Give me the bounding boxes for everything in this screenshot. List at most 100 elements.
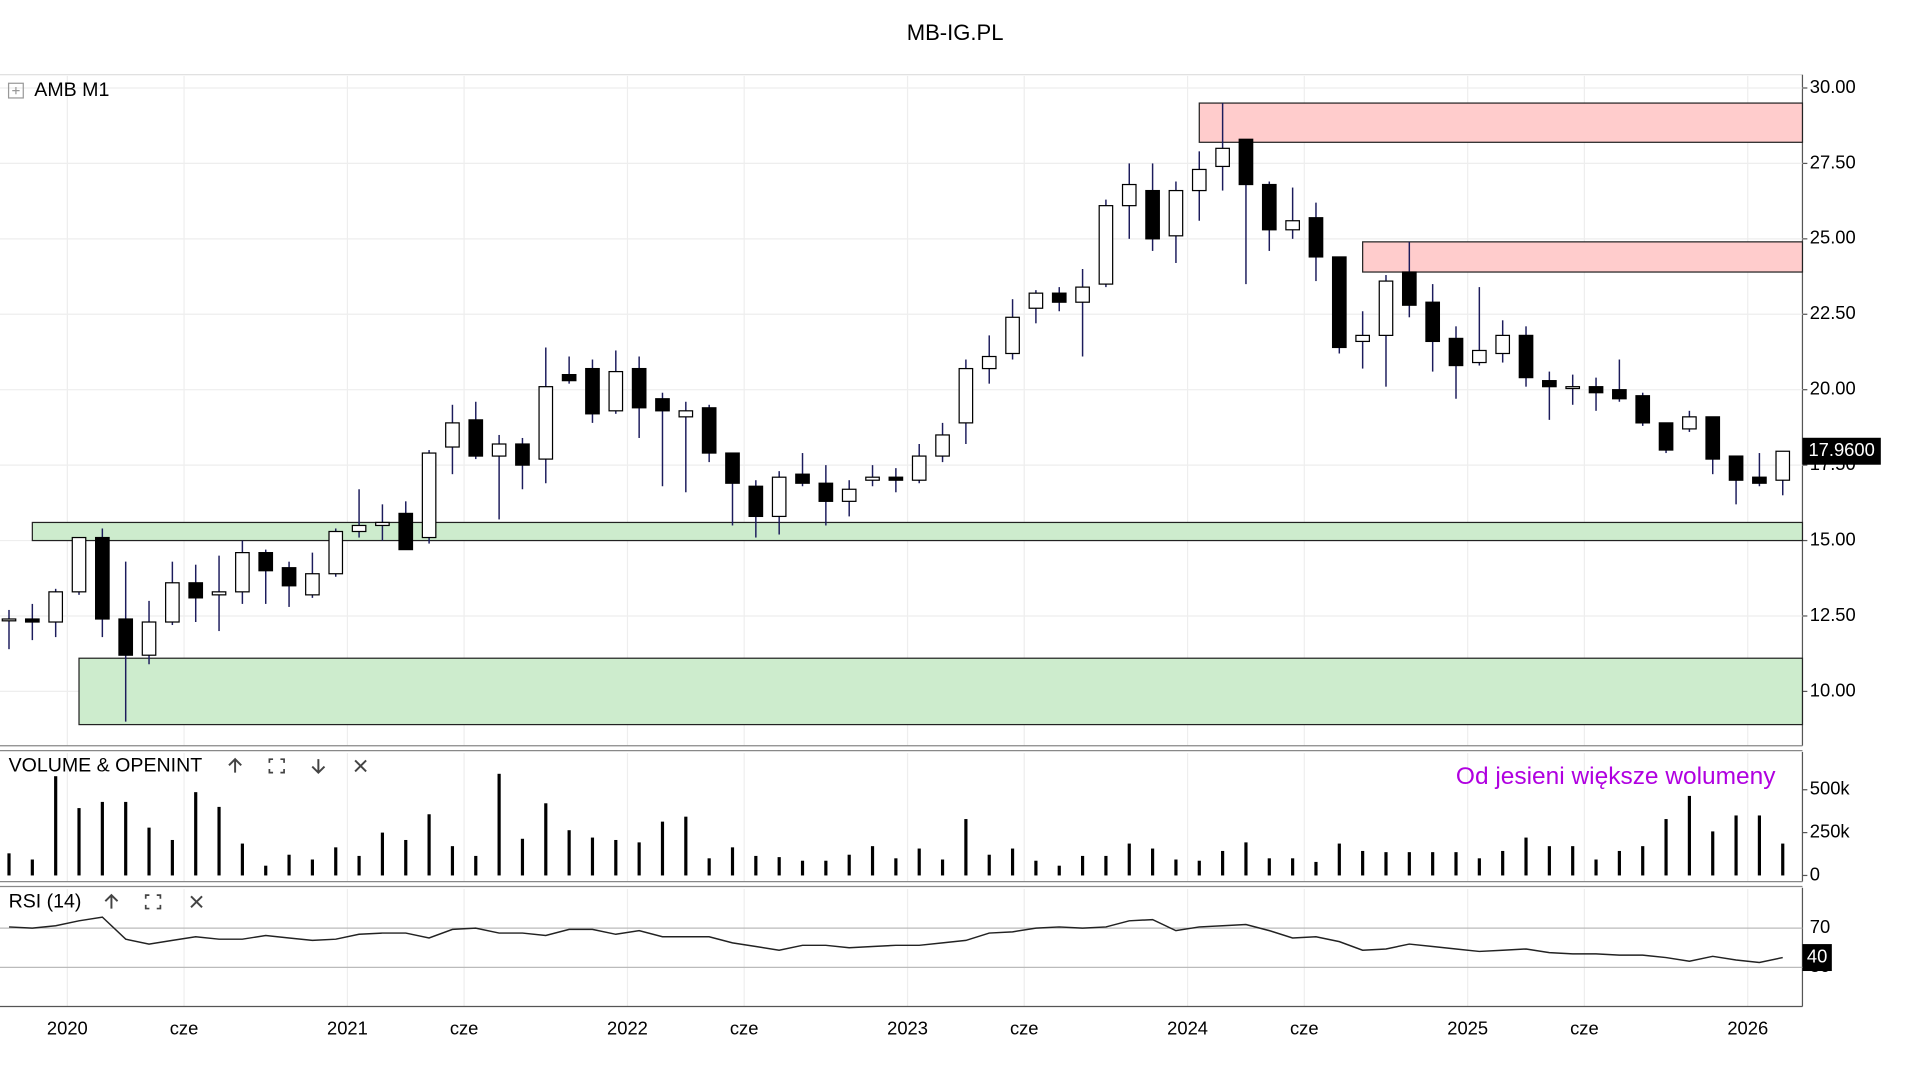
candle-body [655, 398, 670, 412]
zone [1362, 241, 1804, 273]
volume-bar [474, 855, 478, 876]
candle-body [1612, 389, 1627, 400]
candle-body [24, 618, 40, 623]
candle-body [701, 407, 717, 454]
x-tick-label: cze [170, 1018, 199, 1039]
last-value-box [1802, 944, 1832, 972]
move-up-icon[interactable] [104, 893, 119, 909]
candle-body [748, 485, 764, 518]
volume-bar [1687, 795, 1691, 876]
volume-bar [894, 858, 898, 876]
volume-bar [1664, 819, 1668, 876]
y-tick-label: 27.50 [1810, 151, 1856, 172]
x-tick-label: 2025 [1447, 1018, 1488, 1039]
volume-bar [1291, 858, 1295, 876]
candle-body [188, 582, 204, 599]
plot-layer [0, 74, 1808, 1008]
candle-body [538, 386, 554, 460]
volume-bar [1010, 848, 1015, 876]
volume-bar [1104, 855, 1108, 876]
candle-body [1308, 217, 1324, 258]
volume-bar [520, 838, 525, 876]
volume-bar [1384, 852, 1388, 876]
candle-body [1495, 334, 1511, 355]
expand-icon[interactable] [7, 82, 24, 99]
chart-title: MB-IG.PL [907, 20, 1004, 45]
volume-bar [1267, 858, 1271, 876]
x-tick-label: cze [1290, 1018, 1319, 1039]
candle-body [935, 434, 950, 457]
close-icon[interactable] [354, 759, 367, 773]
volume-bar [1571, 846, 1575, 876]
x-tick-label: 2023 [887, 1018, 928, 1039]
label-layer: AMB M1 VOLUME & OPENINT RSI (14) [7, 79, 367, 913]
volume-bar [637, 842, 641, 876]
volume-bar [30, 859, 34, 876]
volume-bar [450, 846, 455, 876]
volume-bar [660, 821, 665, 876]
candle-body [1215, 147, 1230, 168]
y-tick-label: 25.00 [1810, 227, 1856, 248]
y-tick-label: 30.00 [1810, 76, 1856, 97]
volume-bar [590, 837, 595, 876]
candle-body [258, 552, 274, 572]
candle-body [281, 567, 297, 587]
candle-body [561, 373, 577, 382]
candle-body [585, 367, 600, 415]
volume-bar [1594, 859, 1598, 876]
candle-body [71, 536, 87, 593]
candle-body [1145, 189, 1160, 240]
candle-body [888, 476, 904, 481]
x-tick-label: 2026 [1727, 1018, 1768, 1039]
y-tick-label: 250k [1810, 820, 1851, 841]
candle-body [1635, 395, 1651, 424]
volume-bar [777, 857, 781, 876]
volume-bar [1641, 846, 1645, 876]
candle-body [328, 530, 344, 575]
expand-icon-plus [12, 86, 20, 95]
candle-body [911, 455, 927, 481]
move-down-icon[interactable] [311, 759, 326, 775]
volume-bar [614, 839, 618, 876]
candle-body [1098, 205, 1114, 285]
candle-body [1542, 380, 1557, 388]
zone [1198, 102, 1804, 143]
volume-bar [427, 814, 431, 876]
candle-body [468, 419, 484, 457]
volume-bar [1244, 842, 1248, 876]
volume-bar [544, 803, 548, 876]
candle-body [1518, 334, 1534, 379]
maximize-icon[interactable] [144, 894, 162, 910]
x-tick-label: 2022 [607, 1018, 648, 1039]
last-value-box [1802, 437, 1881, 465]
y-tick-label: 0 [1810, 863, 1820, 884]
volume-bar [800, 860, 805, 876]
volume-bar [1080, 855, 1085, 876]
candle-body [841, 488, 857, 502]
volume-bar [1127, 843, 1131, 876]
volume-bar [917, 848, 921, 876]
volume-bar [1197, 860, 1201, 876]
maximize-icon[interactable] [268, 758, 285, 774]
volume-bar [287, 854, 291, 876]
close-icon[interactable] [190, 895, 203, 909]
candle-body [491, 443, 507, 457]
x-tick-label: cze [1010, 1018, 1039, 1039]
volume-bar [497, 773, 501, 876]
candle-body [351, 524, 367, 533]
volume-bar [1454, 852, 1458, 876]
candle-body [1471, 349, 1487, 364]
x-tick-label: 2021 [327, 1018, 368, 1039]
candle-body [1005, 316, 1020, 355]
volume-bar [240, 843, 244, 876]
volume-bar [147, 827, 151, 876]
candle-body [1728, 455, 1744, 481]
candle-body [515, 443, 530, 466]
panel-title: VOLUME & OPENINT [9, 755, 203, 777]
zone [78, 657, 1804, 726]
volume-bar [824, 860, 828, 876]
legend: AMB M1 [34, 79, 109, 101]
volume-bar [77, 808, 81, 876]
move-up-icon[interactable] [228, 757, 242, 773]
